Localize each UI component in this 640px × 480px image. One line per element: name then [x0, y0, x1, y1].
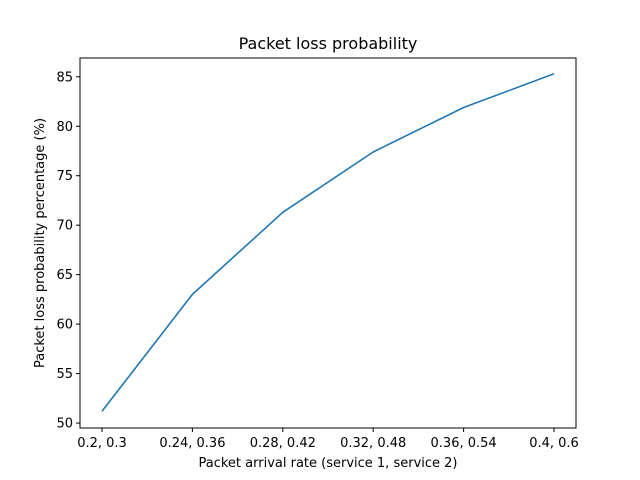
x-tick-label: 0.2, 0.3	[77, 436, 127, 451]
y-tick-label: 70	[56, 219, 73, 234]
y-tick-label: 80	[56, 120, 73, 135]
y-tick-label: 65	[56, 268, 73, 283]
y-tick-label: 50	[56, 417, 73, 432]
y-axis-label: Packet loss probability percentage (%)	[33, 118, 48, 368]
x-axis-ticks: 0.2, 0.3 0.24, 0.36 0.28, 0.42 0.32, 0.48 0.…	[77, 428, 579, 451]
plot-area	[79, 57, 577, 429]
y-tick-label: 85	[56, 70, 73, 85]
x-axis-label: Packet arrival rate (service 1, service …	[199, 456, 458, 471]
y-tick-label: 75	[56, 169, 73, 184]
x-tick-label: 0.24, 0.36	[159, 436, 225, 451]
x-tick-label: 0.36, 0.54	[431, 436, 497, 451]
series-line	[101, 73, 555, 412]
x-tick-label: 0.4, 0.6	[529, 436, 579, 451]
x-tick-label: 0.28, 0.42	[250, 436, 316, 451]
x-tick-label: 0.32, 0.48	[340, 436, 406, 451]
y-tick-label: 60	[56, 318, 73, 333]
chart-title: Packet loss probability	[239, 34, 418, 53]
y-tick-label: 55	[56, 367, 73, 382]
y-axis-ticks: 50 55 60 65 70 75 80 85	[56, 70, 80, 432]
